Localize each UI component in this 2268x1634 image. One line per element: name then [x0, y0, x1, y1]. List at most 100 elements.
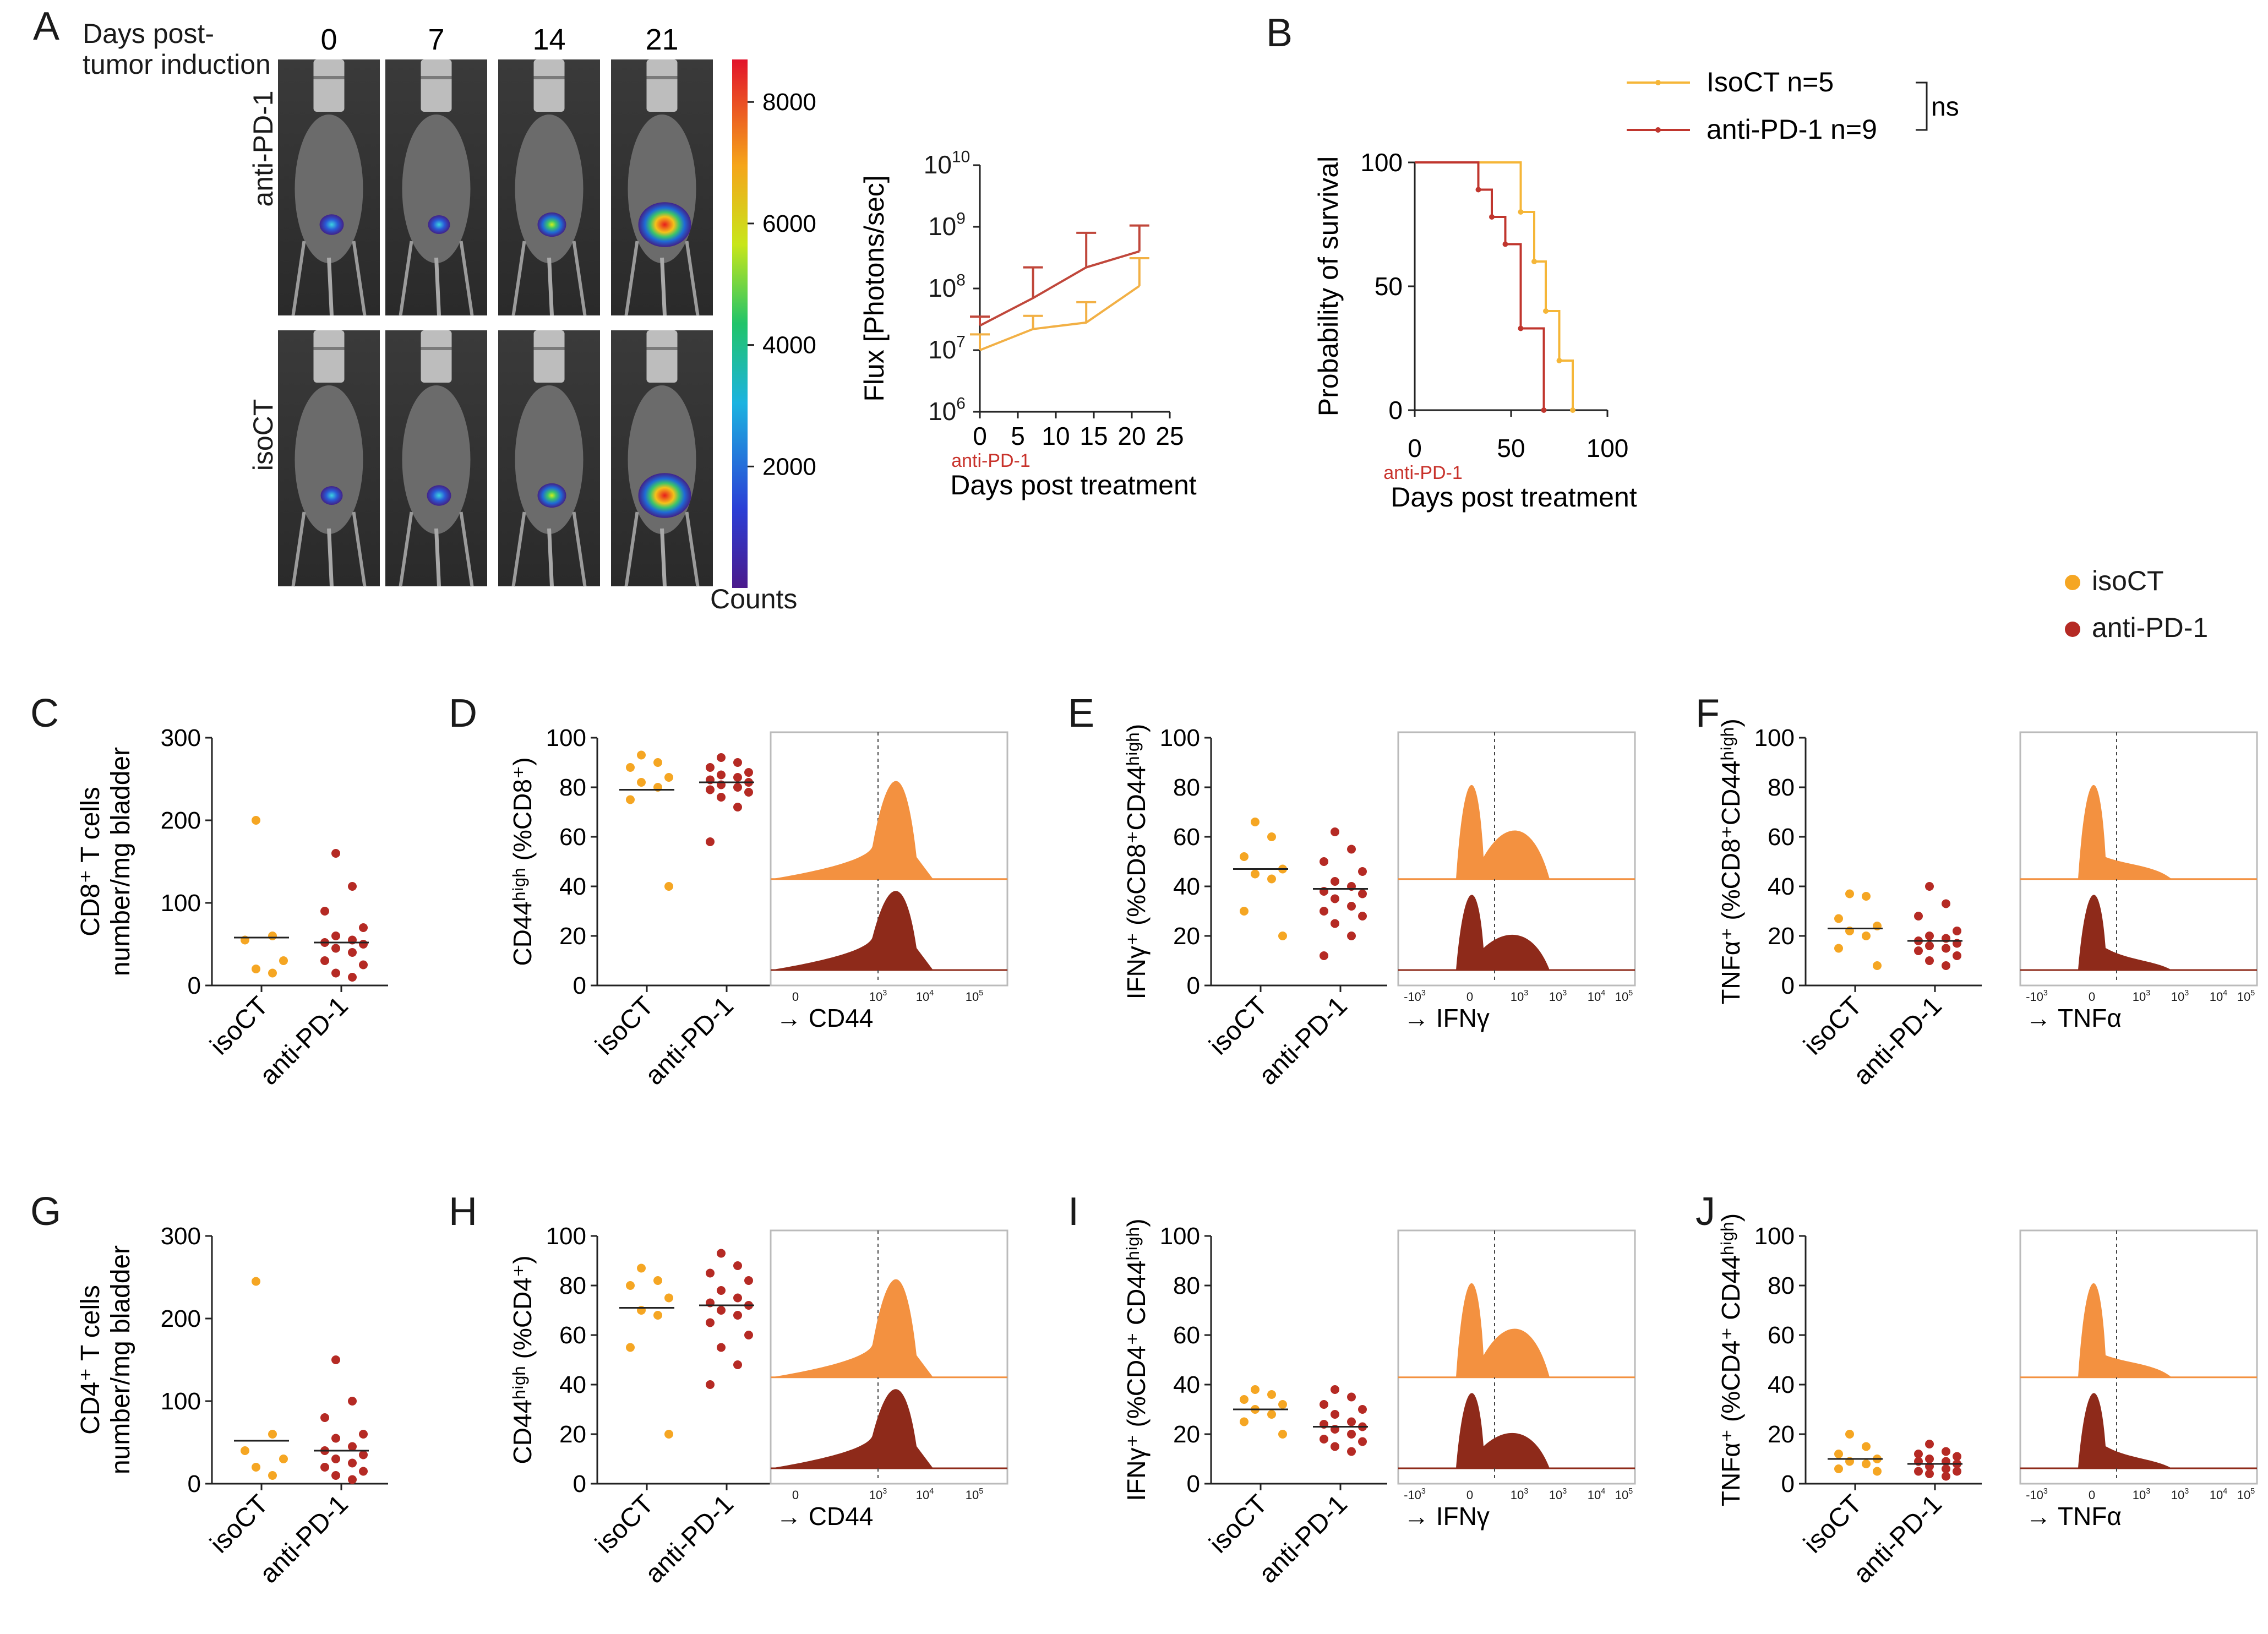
data-point — [1925, 1440, 1934, 1448]
data-point — [268, 968, 277, 978]
histogram-x-tick-label: 103 — [1549, 1487, 1567, 1502]
data-point — [241, 1446, 249, 1455]
data-point — [1320, 1400, 1328, 1409]
data-point — [717, 1249, 726, 1258]
group-label: anti-PD-1 — [1848, 1489, 1948, 1589]
day-headers: 0 7 14 21 — [320, 23, 678, 56]
histogram-x-tick-label: 103 — [1511, 1487, 1528, 1502]
data-point — [1251, 1385, 1260, 1394]
strip-y-tick-label: 60 — [1173, 1322, 1200, 1349]
data-point — [1358, 889, 1367, 898]
data-point — [1347, 902, 1356, 911]
strip-y-tick-label: 40 — [1768, 1371, 1795, 1398]
data-point — [717, 753, 726, 762]
colorbar-tick-label: 6000 — [762, 210, 816, 237]
data-point — [348, 948, 357, 957]
histogram-isoct — [1398, 1283, 1635, 1377]
group-label: anti-PD-1 — [640, 1489, 739, 1589]
histogram-x-tick-label: 103 — [869, 1487, 887, 1502]
strip-y-tick-label: 100 — [546, 1223, 586, 1250]
mouse-body — [515, 385, 584, 534]
flux-y-label: Flux [Photons/sec] — [859, 175, 890, 401]
data-point — [733, 773, 742, 782]
strip-y-tick-label: 20 — [1173, 1421, 1200, 1448]
panel-letter-a: A — [33, 4, 59, 48]
data-point — [1331, 894, 1339, 903]
flux-y-tick-label: 108 — [928, 271, 966, 302]
survival-censor-mark — [1518, 325, 1524, 331]
strip-y-label-line2: number/mg bladder — [106, 747, 135, 976]
mouse-body — [515, 115, 584, 263]
data-point — [320, 1413, 329, 1422]
data-point — [1862, 932, 1871, 940]
mouse-leg — [352, 241, 367, 316]
strip-y-tick-label: 100 — [1160, 725, 1200, 751]
strip-y-label: CD44ʰⁱᵍʰ (%CD4⁺) — [508, 1255, 537, 1464]
histogram-x-tick-label: 103 — [2133, 989, 2150, 1004]
strip-y-tick-label: 80 — [1173, 1272, 1200, 1299]
data-point — [1347, 845, 1356, 854]
data-point — [1331, 1442, 1339, 1451]
mouse-tail — [434, 257, 441, 316]
data-point — [717, 1286, 726, 1295]
bioluminescence-signal — [427, 485, 451, 506]
strip-y-tick-label: 100 — [1754, 725, 1795, 751]
data-point — [331, 968, 340, 978]
mouse-tail — [660, 528, 667, 587]
data-point — [1347, 1392, 1356, 1402]
data-point — [348, 1442, 357, 1451]
histogram-x-tick-label: 104 — [2210, 1487, 2227, 1502]
data-point — [1942, 961, 1950, 970]
histogram-frame — [1397, 1229, 1636, 1485]
panel-letter-b: B — [1266, 11, 1293, 55]
nose-cone — [313, 330, 345, 383]
nose-cone — [646, 59, 678, 112]
histogram-x-tick-label: 103 — [2171, 1487, 2189, 1502]
strip-y-tick-label: 20 — [559, 1421, 586, 1448]
data-point — [1914, 1450, 1923, 1458]
data-point — [744, 1276, 753, 1285]
mouse-image — [498, 330, 600, 587]
histogram-x-label: → TNFα — [2026, 1004, 2122, 1032]
data-point — [1331, 827, 1339, 836]
strip-y-tick-label: 100 — [161, 890, 201, 917]
panel-letter: J — [1695, 1190, 1715, 1234]
data-point — [359, 1430, 368, 1439]
nose-cone-band — [646, 347, 678, 350]
data-point — [626, 1343, 635, 1352]
nose-cone — [533, 330, 565, 383]
data-point — [1331, 1410, 1339, 1419]
strip-y-tick-label: 100 — [546, 725, 586, 751]
mouse-tail — [547, 528, 554, 587]
histogram-x-label: → IFNγ — [1404, 1004, 1490, 1032]
data-point — [1347, 1447, 1356, 1456]
histogram-x-tick-label: -103 — [1404, 989, 1426, 1004]
data-point — [331, 944, 340, 953]
strip-y-tick-label: 200 — [161, 807, 201, 834]
data-point — [1942, 944, 1950, 953]
strip-y-label: CD4⁺ T cells — [76, 1285, 105, 1435]
data-point — [331, 932, 340, 940]
data-point — [268, 1430, 277, 1439]
survival-treatment-marker: anti-PD-1 — [1383, 462, 1463, 483]
histogram-x-tick-label: 103 — [869, 989, 887, 1004]
strip-y-tick-label: 80 — [559, 1272, 586, 1299]
data-point — [637, 750, 646, 760]
colorbar — [732, 59, 748, 588]
imaging-grid — [278, 59, 713, 587]
survival-censor-mark — [1518, 209, 1524, 215]
data-point — [1251, 869, 1260, 879]
panel-letter: E — [1068, 691, 1094, 736]
strip-y-tick-label: 0 — [188, 1470, 201, 1497]
legend-label-isoct: isoCT — [2092, 565, 2164, 596]
panel-letter: F — [1695, 691, 1720, 736]
group-label: anti-PD-1 — [1253, 1489, 1353, 1589]
data-point — [717, 1306, 726, 1315]
histogram-x-tick-label: 0 — [792, 1488, 799, 1502]
mouse-tail — [434, 528, 441, 587]
histogram-x-tick-label: 105 — [966, 1487, 983, 1502]
data-point — [1240, 907, 1249, 916]
histogram-x-tick-label: 104 — [916, 1487, 934, 1502]
